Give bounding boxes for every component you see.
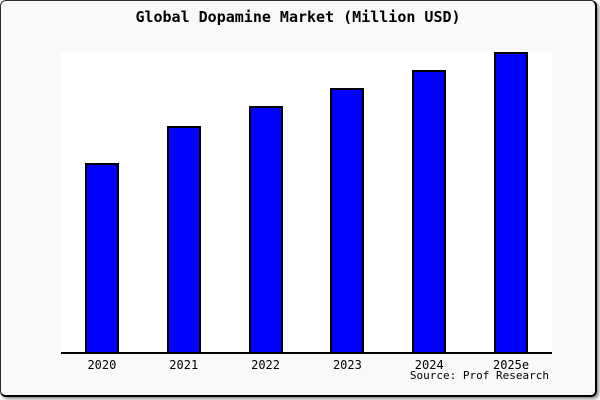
x-tick-label-2024: 2024 (414, 358, 444, 372)
bar-slot (388, 51, 470, 352)
bar-2022 (248, 106, 283, 352)
x-tick-label-2023: 2023 (332, 358, 362, 372)
bar-2024 (412, 70, 447, 352)
bar-2021 (166, 125, 201, 352)
x-tick-label-2022: 2022 (251, 358, 281, 372)
x-tick-label-2025e: 2025e (492, 358, 530, 372)
bar-2025e (494, 52, 529, 352)
bar-slot (225, 51, 307, 352)
bar-slot (306, 51, 388, 352)
x-tick-label-2021: 2021 (169, 358, 199, 372)
source-credit: Source: Prof Research (409, 369, 549, 382)
x-axis-ticks: 2020 2021 2022 2023 2024 2025e (61, 358, 552, 372)
chart-title: Global Dopamine Market (Million USD) (135, 8, 461, 26)
bar-2020 (84, 163, 119, 352)
bar-slot (143, 51, 225, 352)
x-tick-label-2020: 2020 (87, 358, 117, 372)
plot-area (61, 51, 552, 354)
bar-slot (470, 51, 552, 352)
bar-2023 (330, 88, 365, 352)
bars (61, 51, 552, 352)
bar-slot (61, 51, 143, 352)
